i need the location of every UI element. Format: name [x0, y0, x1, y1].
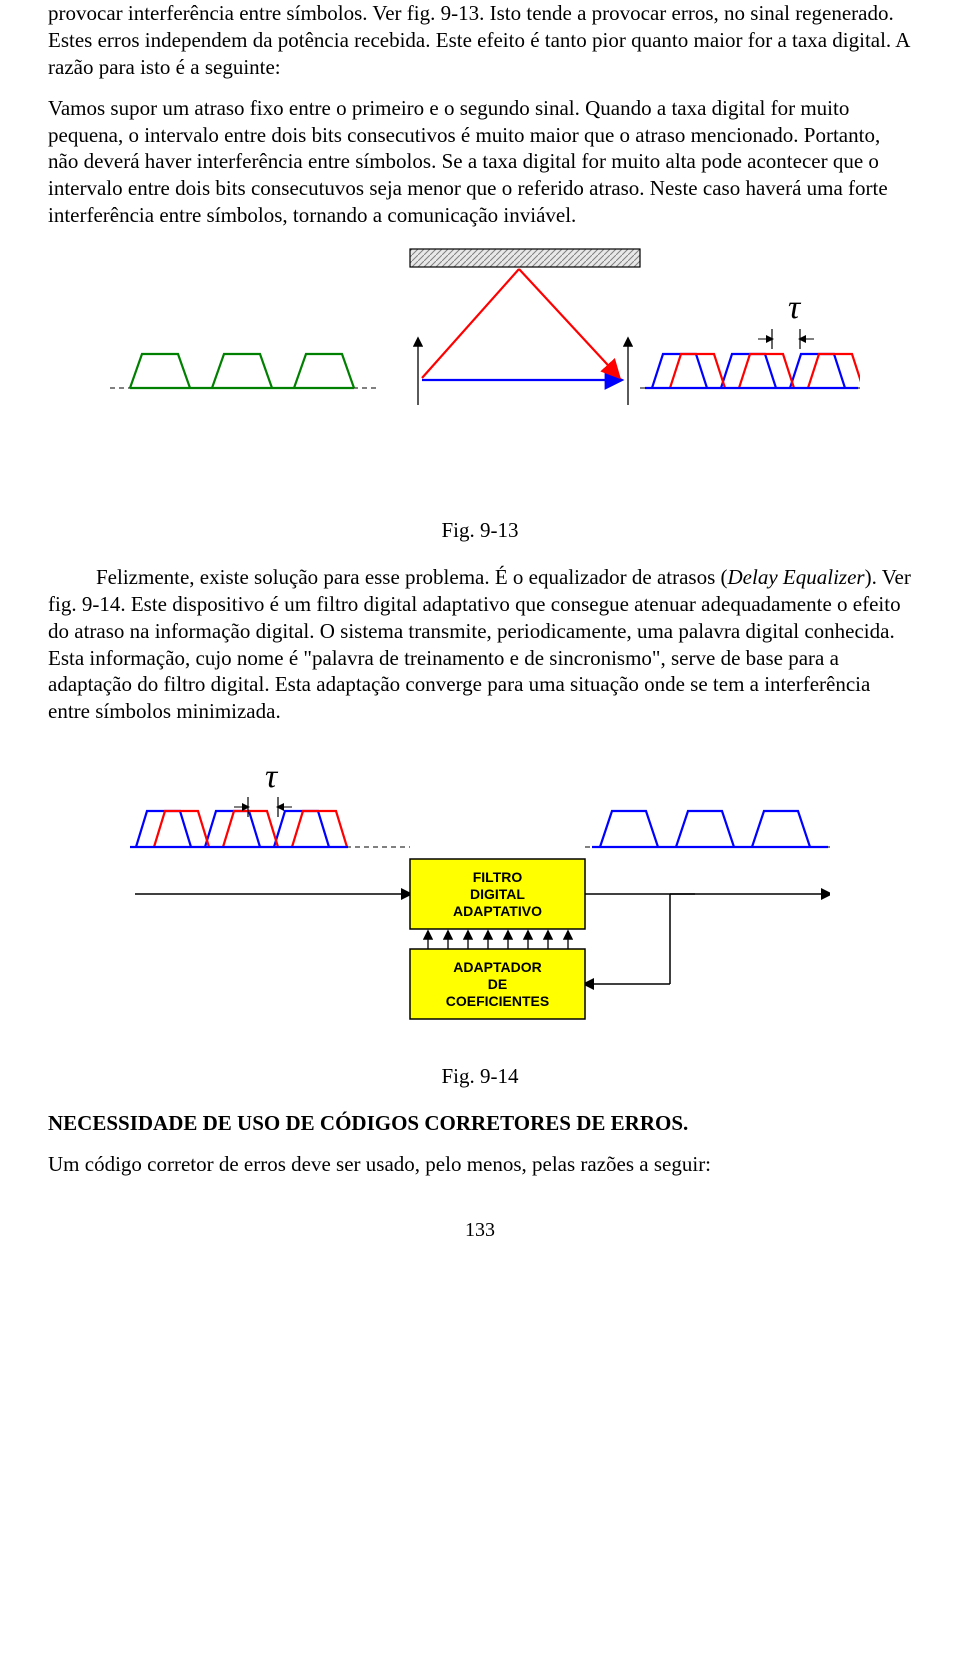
delay-equalizer-term: Delay Equalizer: [728, 565, 865, 589]
page-number: 133: [48, 1218, 912, 1244]
svg-text:COEFICIENTES: COEFICIENTES: [446, 993, 549, 1009]
figure-9-13: τ: [48, 243, 912, 503]
svg-text:ADAPTADOR: ADAPTADOR: [453, 959, 541, 975]
svg-text:DE: DE: [488, 976, 507, 992]
document-page: provocar interferência entre símbolos. V…: [0, 0, 960, 1283]
section-heading: NECESSIDADE DE USO DE CÓDIGOS CORRETORES…: [48, 1110, 912, 1137]
svg-text:τ: τ: [265, 758, 279, 795]
paragraph-1: provocar interferência entre símbolos. V…: [48, 0, 912, 81]
figure-9-14: τ FILTRODIGITALADAPTATIVO ADAPTADORDECOEFI…: [48, 739, 912, 1049]
paragraph-3a: Felizmente, existe solução para esse pro…: [96, 565, 728, 589]
figure-9-14-label: Fig. 9-14: [48, 1063, 912, 1090]
paragraph-4: Um código corretor de erros deve ser usa…: [48, 1151, 912, 1178]
paragraph-3: Felizmente, existe solução para esse pro…: [48, 564, 912, 725]
diagram-9-14: τ FILTRODIGITALADAPTATIVO ADAPTADORDECOEFI…: [130, 739, 830, 1049]
diagram-9-13: τ: [100, 243, 860, 503]
svg-text:ADAPTATIVO: ADAPTATIVO: [453, 903, 542, 919]
svg-text:FILTRO: FILTRO: [473, 869, 523, 885]
paragraph-2: Vamos supor um atraso fixo entre o prime…: [48, 95, 912, 229]
svg-text:τ: τ: [788, 289, 802, 326]
figure-9-13-label: Fig. 9-13: [48, 517, 912, 544]
svg-text:DIGITAL: DIGITAL: [470, 886, 525, 902]
